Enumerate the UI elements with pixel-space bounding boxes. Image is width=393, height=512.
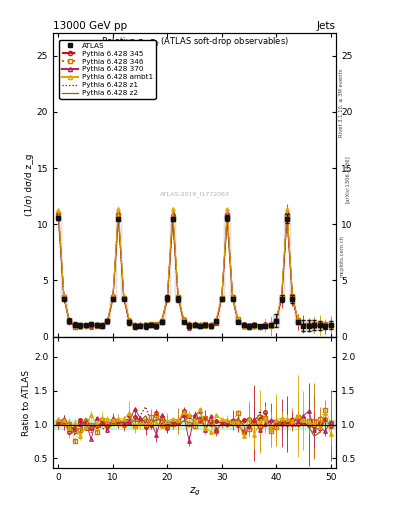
Text: [arXiv:1306.3436]: [arXiv:1306.3436]	[345, 155, 350, 203]
Text: ATLAS-2019_I1772063: ATLAS-2019_I1772063	[160, 191, 230, 197]
X-axis label: $z_g$: $z_g$	[189, 485, 200, 498]
Y-axis label: (1/σ) dσ/d z_g: (1/σ) dσ/d z_g	[25, 154, 34, 216]
Y-axis label: Ratio to ATLAS: Ratio to ATLAS	[22, 370, 31, 436]
Text: 13000 GeV pp: 13000 GeV pp	[53, 21, 127, 31]
Bar	[53, 420, 336, 429]
Text: Relative $p_T$ $z_g$ (ATLAS soft-drop observables): Relative $p_T$ $z_g$ (ATLAS soft-drop ob…	[101, 36, 288, 50]
Text: Jets: Jets	[317, 21, 336, 31]
Text: Rivet 3.1.10, ≥ 3M events: Rivet 3.1.10, ≥ 3M events	[339, 68, 344, 137]
Text: mcplots.cern.ch: mcplots.cern.ch	[339, 235, 344, 277]
Legend: ATLAS, Pythia 6.428 345, Pythia 6.428 346, Pythia 6.428 370, Pythia 6.428 ambt1,: ATLAS, Pythia 6.428 345, Pythia 6.428 34…	[59, 40, 156, 99]
